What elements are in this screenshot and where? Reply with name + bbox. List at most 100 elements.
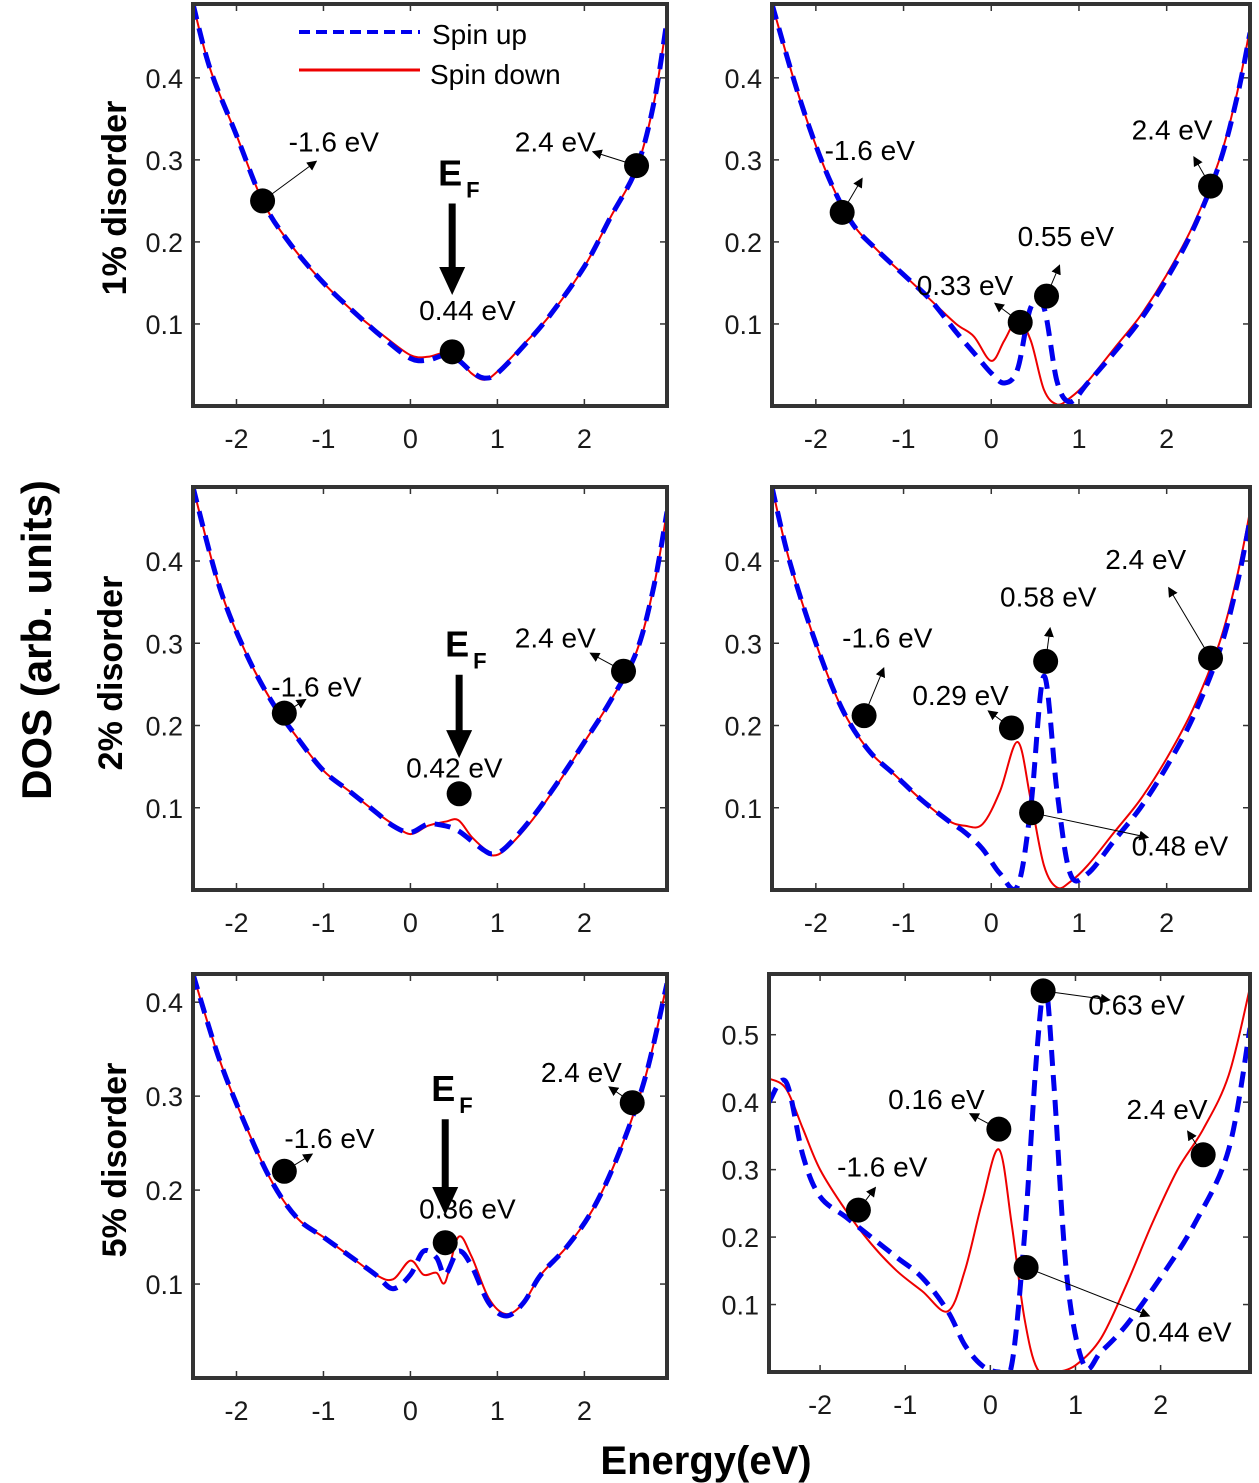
energy-marker <box>432 1230 458 1256</box>
y-tick-label: 0.2 <box>145 228 183 258</box>
x-tick-label: -2 <box>808 1390 832 1420</box>
x-tick-label: -1 <box>892 424 916 454</box>
energy-marker <box>1033 648 1059 674</box>
x-tick-label: 0 <box>984 424 999 454</box>
x-tick-label: 2 <box>1159 908 1174 938</box>
y-tick-label: 0.4 <box>145 547 183 577</box>
x-tick-label: 1 <box>490 1396 505 1426</box>
energy-annotation: -1.6 eV <box>825 135 916 166</box>
x-tick-label: 1 <box>490 424 505 454</box>
x-tick-label: -2 <box>224 424 248 454</box>
fermi-level-label: E <box>438 153 462 194</box>
energy-annotation: 2.4 eV <box>515 127 596 158</box>
energy-marker <box>1198 645 1224 671</box>
y-tick-label: 0.1 <box>145 1270 183 1300</box>
energy-marker <box>986 1116 1012 1142</box>
legend: Spin up Spin down <box>299 19 561 90</box>
energy-marker <box>1019 800 1045 826</box>
y-tick-label: 0.5 <box>721 1021 759 1051</box>
curves <box>772 487 1250 890</box>
annotation-arrow <box>1031 812 1150 841</box>
spin-up-line <box>772 487 1250 890</box>
y-tick-label: 0.1 <box>724 794 762 824</box>
y-tick-label: 0.3 <box>145 1082 183 1112</box>
x-tick-label: 0 <box>983 1390 998 1420</box>
y-tick-label: 0.2 <box>724 228 762 258</box>
x-tick-label: -1 <box>311 908 335 938</box>
fermi-arrow-head <box>446 730 473 759</box>
energy-annotation: -1.6 eV <box>284 1123 375 1154</box>
x-tick-label: 1 <box>1071 424 1086 454</box>
x-tick-label: 1 <box>490 908 505 938</box>
energy-marker <box>845 1197 871 1223</box>
energy-annotation: -1.6 eV <box>842 622 933 653</box>
axes-frame <box>191 2 669 408</box>
x-tick-label: 1 <box>1068 1390 1083 1420</box>
spin-down-line <box>193 487 667 857</box>
fermi-level-subscript: F <box>466 178 479 203</box>
x-tick-label: -1 <box>311 1396 335 1426</box>
energy-annotation: 2.4 eV <box>1132 114 1213 145</box>
energy-marker <box>611 658 637 684</box>
spin-up-line <box>193 4 667 381</box>
y-tick-label: 0.4 <box>721 1088 759 1118</box>
row-label-1: 1% disorder <box>96 101 134 296</box>
y-tick-label: 0.3 <box>724 629 762 659</box>
y-tick-label: 0.3 <box>145 629 183 659</box>
energy-annotation: -1.6 eV <box>271 672 362 703</box>
fermi-level-subscript: F <box>473 649 486 674</box>
annotation-arrow <box>1168 586 1211 659</box>
legend-spin-down-label: Spin down <box>430 59 561 90</box>
x-tick-label: 1 <box>1071 908 1086 938</box>
energy-annotation: 0.48 eV <box>1132 830 1229 861</box>
energy-annotation: 0.63 eV <box>1088 989 1185 1020</box>
energy-annotation: -1.6 eV <box>289 127 380 158</box>
y-tick-label: 0.2 <box>724 712 762 742</box>
panel-4: -2 -1 0 1 2 0.1 0.2 0.3 0.4 -1.6 eV 0.29 eV 0.58 eV… <box>724 485 1252 938</box>
x-tick-label: 2 <box>1159 424 1174 454</box>
annotation-arrow <box>1025 1266 1151 1318</box>
energy-annotation: 0.58 eV <box>1000 581 1097 612</box>
y-tick-label: 0.4 <box>145 64 183 94</box>
axes-frame <box>770 485 1252 892</box>
spin-down-line <box>193 974 667 1316</box>
x-tick-label: -1 <box>893 1390 917 1420</box>
energy-annotation: 0.42 eV <box>406 752 503 783</box>
energy-annotation: 2.4 eV <box>1127 1094 1208 1125</box>
row-label-3: 5% disorder <box>96 1063 134 1258</box>
spin-up-line <box>193 974 667 1319</box>
axes-frame <box>767 972 1252 1374</box>
panel-3: -2 -1 0 1 2 0.1 0.2 0.3 0.4 E F -1.6 eV 0.42 eV 2.4 e… <box>145 485 669 938</box>
energy-marker <box>1030 978 1056 1004</box>
energy-marker <box>271 1158 297 1184</box>
energy-marker <box>1034 283 1060 309</box>
axes-frame <box>770 2 1252 408</box>
x-tick-label: 2 <box>577 424 592 454</box>
y-tick-label: 0.1 <box>721 1291 759 1321</box>
energy-annotation: 0.29 eV <box>912 680 1009 711</box>
fermi-arrow-head <box>439 267 466 296</box>
spin-up-line <box>193 487 667 857</box>
x-tick-label: 0 <box>403 424 418 454</box>
x-axis-label: Energy(eV) <box>600 1439 811 1483</box>
energy-marker <box>624 153 650 179</box>
y-tick-label: 0.1 <box>724 310 762 340</box>
y-tick-label: 0.1 <box>145 794 183 824</box>
y-tick-label: 0.2 <box>145 712 183 742</box>
x-tick-label: 2 <box>577 908 592 938</box>
axes-frame <box>191 485 669 892</box>
panel-2: -2 -1 0 1 2 0.1 0.2 0.3 0.4 -1.6 eV 0.33 eV0.55 eV… <box>724 2 1252 454</box>
energy-marker <box>439 339 465 365</box>
energy-annotation: 0.44 eV <box>1135 1317 1232 1348</box>
y-tick-label: 0.3 <box>145 146 183 176</box>
energy-marker <box>851 703 877 729</box>
x-tick-label: -2 <box>804 424 828 454</box>
x-tick-label: -2 <box>224 908 248 938</box>
spin-down-line <box>769 987 1250 1372</box>
y-tick-label: 0.4 <box>145 988 183 1018</box>
energy-annotation: 0.44 eV <box>419 295 516 326</box>
energy-marker <box>1190 1142 1216 1168</box>
energy-annotation: 0.16 eV <box>888 1084 985 1115</box>
y-tick-label: 0.3 <box>724 146 762 176</box>
